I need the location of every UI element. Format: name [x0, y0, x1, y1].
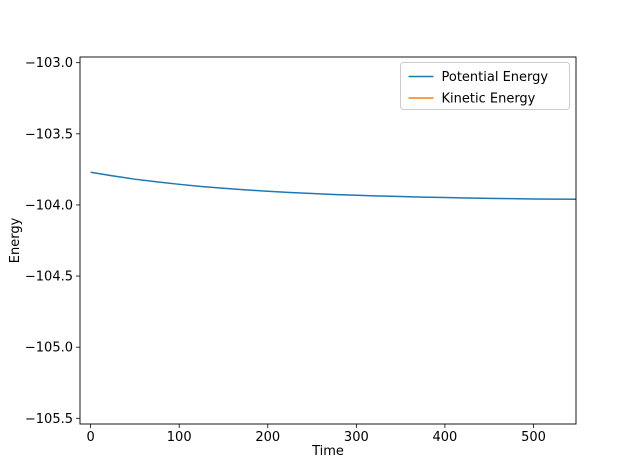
legend-box	[400, 62, 570, 110]
y-tick-label: −105.5	[25, 412, 73, 427]
x-tick-label: 200	[255, 430, 280, 445]
potential-energy-line	[90, 171, 577, 200]
y-tick-label: −103.0	[25, 56, 73, 71]
x-tick-label: 300	[344, 430, 369, 445]
x-axis-label: Time	[311, 444, 344, 459]
legend-label: Kinetic Energy	[442, 92, 536, 107]
y-tick-label: −104.5	[25, 270, 73, 285]
legend-label: Potential Energy	[442, 70, 549, 85]
x-tick-label: 500	[521, 430, 546, 445]
y-tick-label: −104.0	[25, 198, 73, 213]
x-tick-label: 100	[167, 430, 192, 445]
legend: Potential Energy Kinetic Energy	[400, 62, 570, 110]
y-tick-label: −103.5	[25, 127, 73, 142]
x-tick-label: 0	[86, 430, 94, 445]
y-axis-label: Energy	[8, 217, 23, 263]
y-tick-label: −105.0	[25, 341, 73, 356]
plot-border	[79, 56, 577, 425]
plot-area: 0 100 200 300 400 500 −105.5 −105.0 −104.5 −104.0…	[25, 56, 577, 445]
x-tick-label: 400	[433, 430, 458, 445]
